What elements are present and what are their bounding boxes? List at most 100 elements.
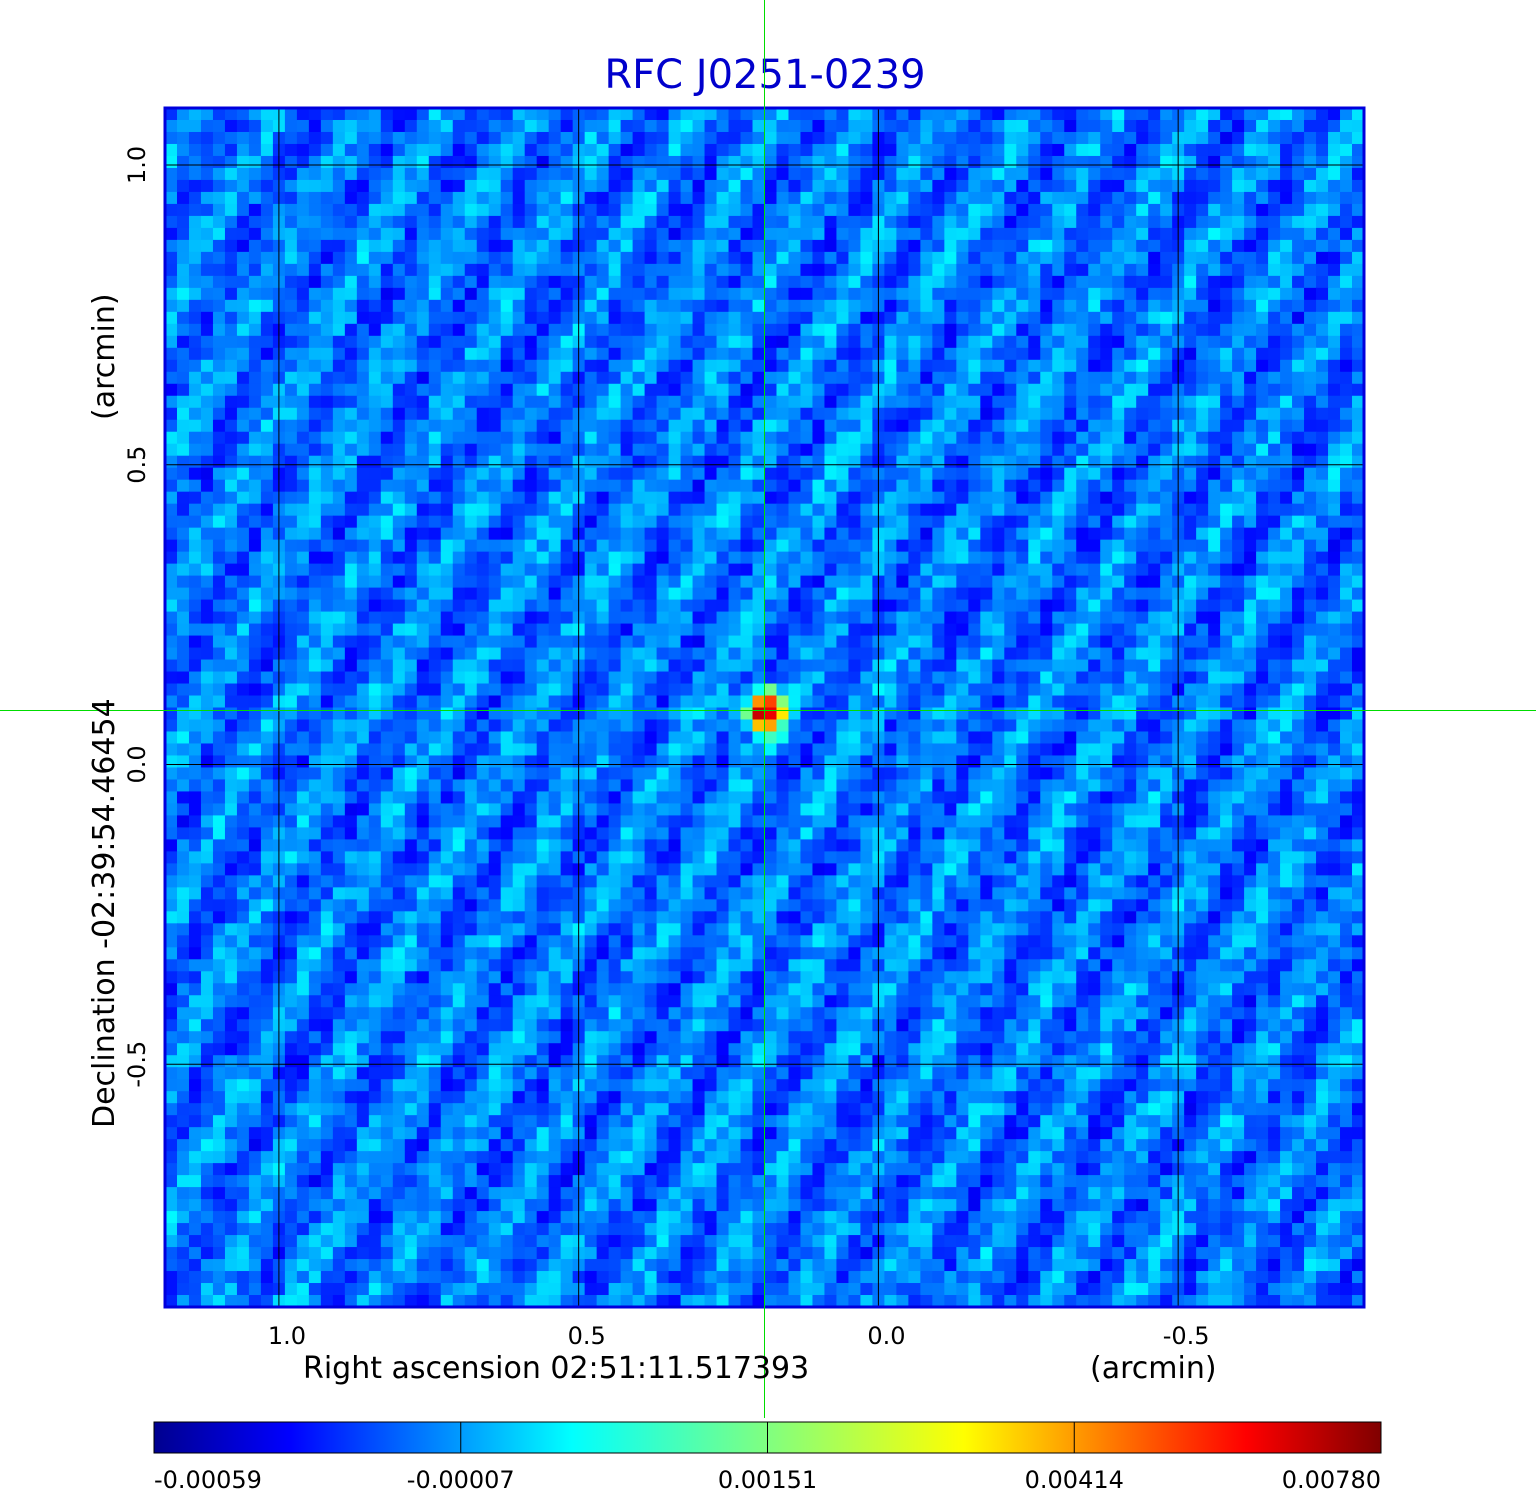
heatmap-cell [332,431,346,445]
heatmap-cell [440,551,454,565]
heatmap-cell [884,335,897,349]
heatmap-cell [224,587,238,601]
heatmap-cell [524,611,538,625]
heatmap-cell [1124,155,1137,169]
heatmap-cell [356,395,370,409]
heatmap-cell [836,503,850,517]
heatmap-cell [404,155,418,169]
heatmap-cell [440,407,454,421]
heatmap-cell [1040,143,1053,157]
heatmap-cell [656,623,670,637]
heatmap-cell [1208,143,1221,157]
heatmap-cell [512,611,526,625]
heatmap-cell [656,515,670,529]
heatmap-cell [788,551,802,565]
heatmap-cell [1016,287,1029,301]
heatmap-cell [608,431,622,445]
heatmap-cell [260,635,274,649]
heatmap-cell [704,335,718,349]
heatmap-cell [932,443,945,457]
heatmap-cell [344,695,358,709]
heatmap-cell [980,635,993,649]
heatmap-cell [932,299,945,313]
heatmap-cell [1292,515,1305,529]
heatmap-cell [968,647,981,661]
heatmap-cell [812,347,826,361]
heatmap-cell [812,131,826,145]
heatmap-cell [968,155,981,169]
heatmap-cell [176,563,190,577]
heatmap-cell [1280,599,1293,613]
heatmap-cell [1304,635,1317,649]
heatmap-cell [644,311,658,325]
heatmap-cell [776,491,790,505]
heatmap-cell [1220,635,1233,649]
heatmap-cell [992,108,1005,121]
heatmap-cell [368,167,382,181]
heatmap-cell [896,335,909,349]
heatmap-cell [1340,395,1353,409]
heatmap-cell [884,215,897,229]
heatmap-cell [668,659,682,673]
heatmap-cell [344,515,358,529]
heatmap-cell [596,491,610,505]
heatmap-cell [1340,491,1353,505]
heatmap-cell [1040,563,1053,577]
heatmap-cell [944,299,957,313]
heatmap-cell [1292,155,1305,169]
heatmap-cell [488,479,502,493]
heatmap-cell [1076,227,1089,241]
heatmap-cell [488,239,502,253]
heatmap-cell [452,599,466,613]
heatmap-cell [1136,108,1149,121]
heatmap-cell [836,623,850,637]
heatmap-cell [1100,467,1113,481]
heatmap-cell [368,659,382,673]
heatmap-cell [1052,407,1065,421]
heatmap-cell [416,275,430,289]
heatmap-cell [1040,575,1053,589]
heatmap-cell [416,491,430,505]
heatmap-cell [1052,443,1065,457]
heatmap-cell [752,563,766,577]
heatmap-cell [1148,167,1161,181]
heatmap-cell [860,503,874,517]
heatmap-cell [968,407,981,421]
heatmap-cell [728,407,742,421]
heatmap-cell [500,527,514,541]
heatmap-cell [788,659,802,673]
heatmap-cell [344,108,358,121]
heatmap-cell [620,479,634,493]
heatmap-cell [728,108,742,121]
heatmap-cell [968,659,981,673]
heatmap-cell [1112,659,1125,673]
heatmap-cell [656,263,670,277]
heatmap-cell [476,383,490,397]
heatmap-cell [380,191,394,205]
heatmap-cell [980,108,993,121]
heatmap-cell [500,503,514,517]
heatmap-cell [788,347,802,361]
heatmap-cell [1352,467,1364,481]
heatmap-cell [380,695,394,709]
heatmap-cell [860,635,874,649]
heatmap-cell [1100,419,1113,433]
heatmap-cell [320,131,334,145]
heatmap-cell [1136,251,1149,265]
heatmap-cell [1208,455,1221,469]
heatmap-cell [752,587,766,601]
heatmap-cell [908,239,921,253]
heatmap-cell [1352,431,1364,445]
heatmap-cell [944,419,957,433]
heatmap-cell [1208,479,1221,493]
heatmap-cell [620,263,634,277]
heatmap-cell [1004,191,1017,205]
heatmap-cell [356,419,370,433]
heatmap-cell [1280,108,1293,121]
heatmap-cell [404,455,418,469]
heatmap-cell [1100,491,1113,505]
heatmap-cell [632,683,646,697]
heatmap-cell [1004,563,1017,577]
heatmap-cell [1340,575,1353,589]
heatmap-cell [1028,215,1041,229]
